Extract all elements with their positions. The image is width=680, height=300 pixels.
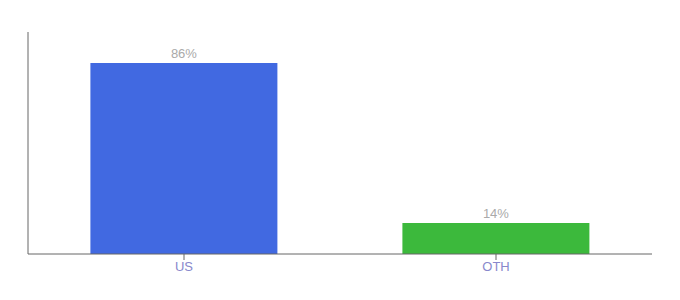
svg-text:86%: 86%: [171, 46, 197, 61]
svg-text:14%: 14%: [483, 206, 509, 221]
svg-text:US: US: [175, 259, 193, 274]
svg-text:OTH: OTH: [482, 259, 509, 274]
